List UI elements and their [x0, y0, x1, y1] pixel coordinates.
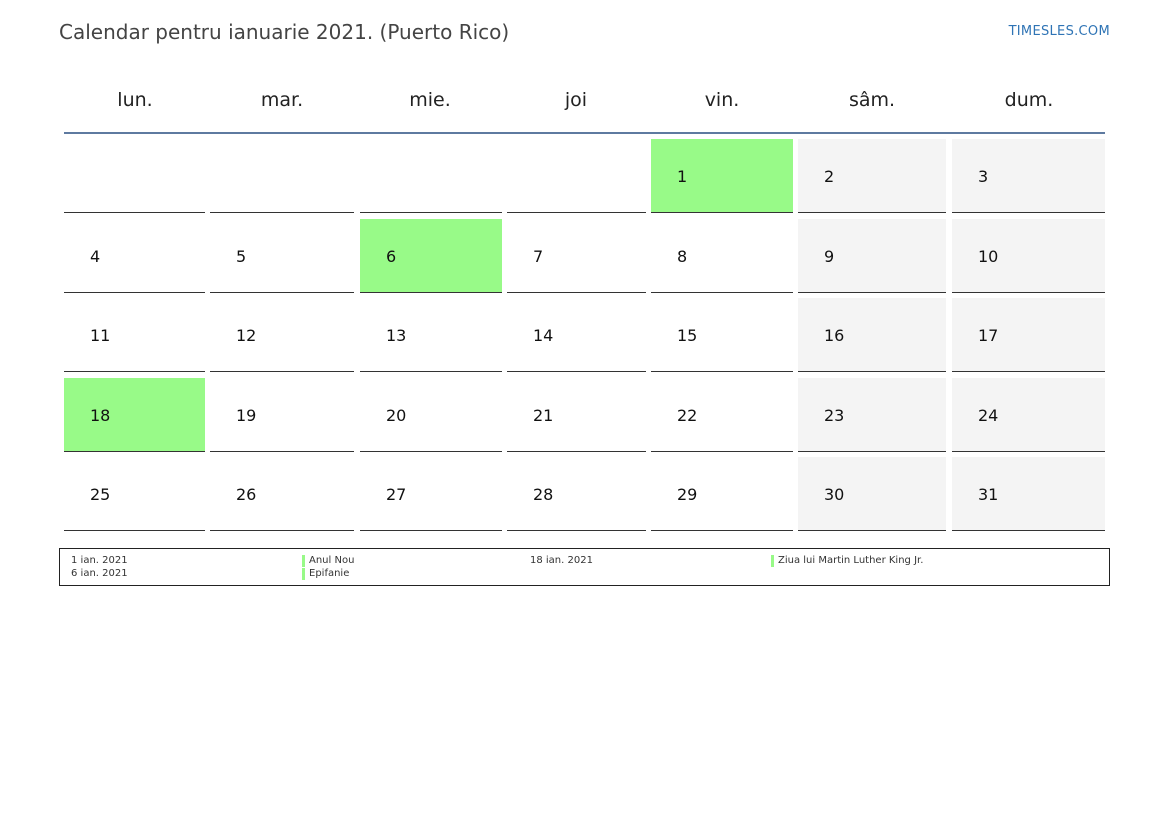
day-cell[interactable]: 25 — [64, 457, 205, 531]
day-cell[interactable]: 8 — [651, 219, 793, 293]
day-cell[interactable]: 3 — [952, 139, 1105, 213]
day-cell[interactable]: 4 — [64, 219, 205, 293]
empty-cell — [210, 139, 354, 213]
day-number: 28 — [533, 485, 554, 504]
day-cell[interactable]: 16 — [798, 298, 946, 372]
legend-date: 1 ian. 2021 — [71, 555, 128, 566]
day-cell[interactable]: 1 — [651, 139, 793, 213]
empty-cell — [64, 139, 205, 213]
day-number: 14 — [533, 326, 554, 345]
weekday-label: mie. — [409, 89, 451, 111]
day-number: 21 — [533, 406, 554, 425]
day-number: 18 — [90, 406, 111, 425]
day-cell[interactable]: 18 — [64, 378, 205, 452]
day-cell[interactable]: 13 — [360, 298, 502, 372]
day-cell[interactable]: 23 — [798, 378, 946, 452]
day-cell[interactable]: 31 — [952, 457, 1105, 531]
weekday-label: joi — [564, 89, 588, 111]
empty-cell — [507, 139, 646, 213]
day-number: 26 — [236, 485, 257, 504]
site-link[interactable]: TIMESLES.COM — [1008, 24, 1110, 39]
day-number: 4 — [90, 247, 101, 266]
day-cell[interactable]: 11 — [64, 298, 205, 372]
day-number: 17 — [978, 326, 999, 345]
day-cell[interactable]: 17 — [952, 298, 1105, 372]
day-cell[interactable]: 22 — [651, 378, 793, 452]
day-cell[interactable]: 26 — [210, 457, 354, 531]
weekday-label: mar. — [260, 89, 304, 111]
legend-date: 6 ian. 2021 — [71, 568, 128, 579]
day-number: 25 — [90, 485, 111, 504]
day-number: 7 — [533, 247, 544, 266]
page-title: Calendar pentru ianuarie 2021. (Puerto R… — [59, 20, 510, 44]
day-number: 8 — [677, 247, 688, 266]
day-cell[interactable]: 21 — [507, 378, 646, 452]
legend-color-swatch — [771, 555, 774, 567]
day-cell[interactable]: 20 — [360, 378, 502, 452]
day-number: 1 — [677, 167, 688, 186]
legend-color-swatch — [302, 555, 305, 567]
weekday-label: sâm. — [848, 89, 896, 111]
day-cell[interactable]: 9 — [798, 219, 946, 293]
weekday-label: lun. — [117, 89, 153, 111]
weekday-header: lun. mar. mie. joi vin. sâm. dum. — [64, 82, 1105, 134]
day-cell[interactable]: 2 — [798, 139, 946, 213]
day-number: 9 — [824, 247, 835, 266]
legend-holiday-name: Anul Nou — [302, 555, 355, 567]
day-cell[interactable]: 10 — [952, 219, 1105, 293]
day-number: 30 — [824, 485, 845, 504]
day-number: 11 — [90, 326, 111, 345]
day-number: 31 — [978, 485, 999, 504]
day-number: 6 — [386, 247, 397, 266]
calendar-grid: 1 2 3 4 5 6 7 8 9 10 11 12 13 14 15 16 17 18 19 20 21 22 23 24 2… — [64, 139, 1105, 531]
day-number: 27 — [386, 485, 407, 504]
day-number: 20 — [386, 406, 407, 425]
empty-cell — [360, 139, 502, 213]
day-cell[interactable]: 6 — [360, 219, 502, 293]
day-number: 29 — [677, 485, 698, 504]
day-cell[interactable]: 15 — [651, 298, 793, 372]
day-number: 23 — [824, 406, 845, 425]
day-cell[interactable]: 19 — [210, 378, 354, 452]
day-number: 10 — [978, 247, 999, 266]
legend-holiday-label: Anul Nou — [309, 555, 355, 566]
day-cell[interactable]: 5 — [210, 219, 354, 293]
legend-holiday-name: Epifanie — [302, 568, 350, 580]
day-cell[interactable]: 29 — [651, 457, 793, 531]
legend-holiday-name: Ziua lui Martin Luther King Jr. — [771, 555, 924, 567]
day-number: 3 — [978, 167, 989, 186]
day-number: 12 — [236, 326, 257, 345]
day-cell[interactable]: 24 — [952, 378, 1105, 452]
day-number: 15 — [677, 326, 698, 345]
holiday-legend: 1 ian. 2021 Anul Nou 6 ian. 2021 Epifanie 18… — [59, 548, 1110, 586]
legend-holiday-label: Epifanie — [309, 568, 350, 579]
day-number: 13 — [386, 326, 407, 345]
weekday-label: vin. — [704, 89, 740, 111]
legend-holiday-label: Ziua lui Martin Luther King Jr. — [778, 555, 924, 566]
day-cell[interactable]: 7 — [507, 219, 646, 293]
legend-date: 18 ian. 2021 — [530, 555, 593, 566]
day-cell[interactable]: 28 — [507, 457, 646, 531]
day-cell[interactable]: 14 — [507, 298, 646, 372]
day-cell[interactable]: 27 — [360, 457, 502, 531]
day-number: 5 — [236, 247, 247, 266]
day-cell[interactable]: 30 — [798, 457, 946, 531]
legend-color-swatch — [302, 568, 305, 580]
day-number: 22 — [677, 406, 698, 425]
day-number: 24 — [978, 406, 999, 425]
day-number: 16 — [824, 326, 845, 345]
weekday-label: dum. — [1004, 89, 1054, 111]
day-number: 2 — [824, 167, 835, 186]
day-cell[interactable]: 12 — [210, 298, 354, 372]
day-number: 19 — [236, 406, 257, 425]
